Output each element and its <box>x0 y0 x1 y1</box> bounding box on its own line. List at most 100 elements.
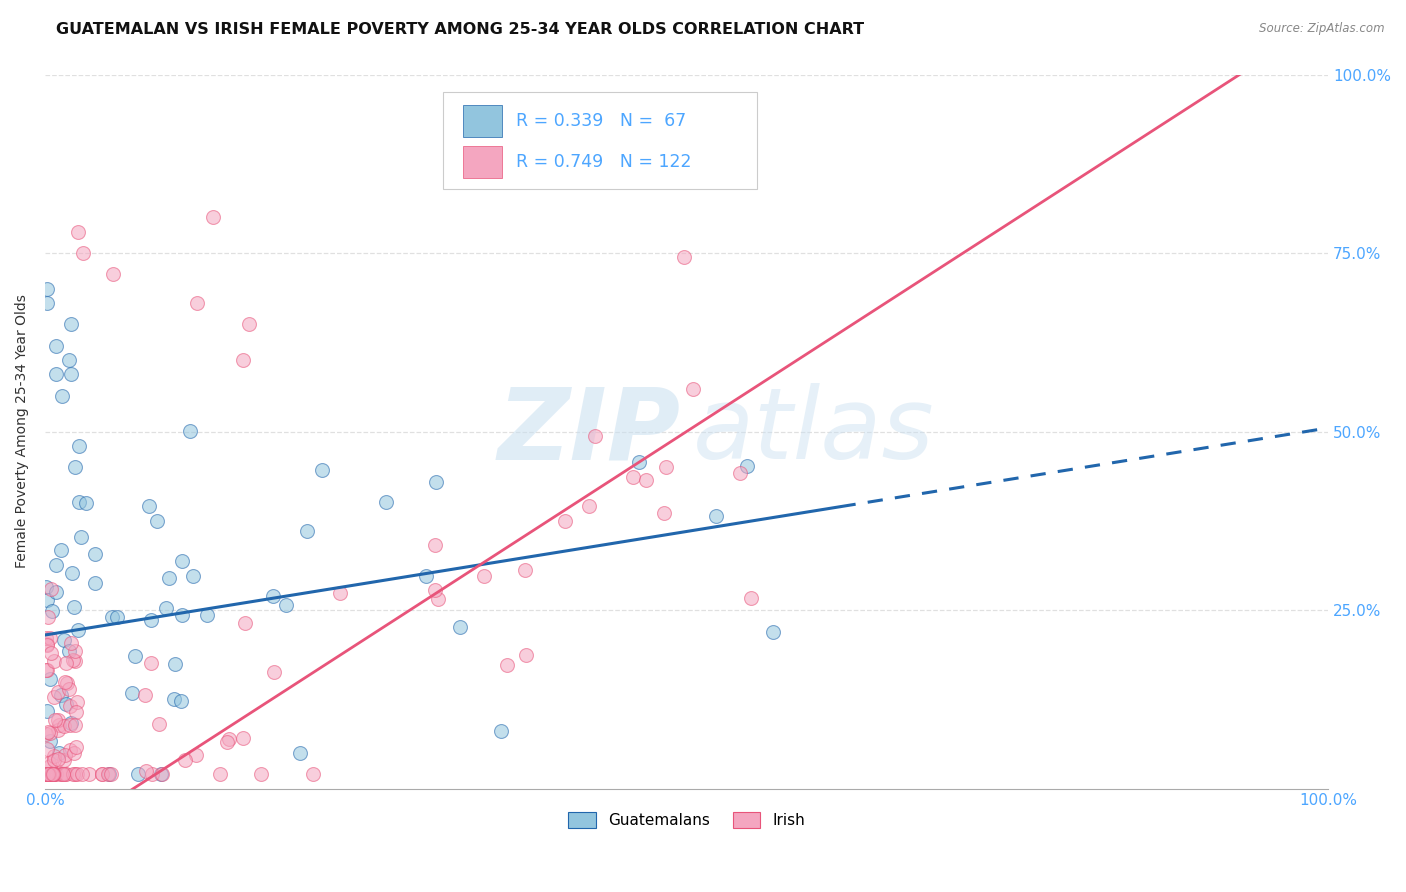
Point <box>179 425 201 439</box>
Point <box>53 747 76 762</box>
Point <box>63 747 86 761</box>
Point <box>704 509 727 524</box>
Point <box>59 318 82 332</box>
Point <box>37 767 59 781</box>
Point <box>100 767 122 781</box>
Point <box>155 600 177 615</box>
Point <box>124 649 146 664</box>
Legend: Guatemalans, Irish: Guatemalans, Irish <box>562 806 811 834</box>
Point <box>682 382 704 396</box>
Point <box>295 524 318 539</box>
Point <box>232 353 254 368</box>
Point <box>263 665 285 679</box>
Point <box>44 654 66 668</box>
Point <box>38 756 60 771</box>
Text: R = 0.749   N = 122: R = 0.749 N = 122 <box>516 153 692 171</box>
Point <box>63 599 86 614</box>
Point <box>41 767 63 781</box>
Point <box>472 569 495 583</box>
Point <box>60 716 83 731</box>
Point <box>63 654 86 668</box>
Point <box>41 767 63 781</box>
Point <box>48 717 70 731</box>
Point <box>48 746 70 760</box>
Point <box>35 767 58 781</box>
Point <box>62 767 84 781</box>
Point <box>79 767 101 781</box>
Point <box>51 389 73 403</box>
Point <box>35 632 58 646</box>
Text: GUATEMALAN VS IRISH FEMALE POVERTY AMONG 25-34 YEAR OLDS CORRELATION CHART: GUATEMALAN VS IRISH FEMALE POVERTY AMONG… <box>56 22 865 37</box>
Point <box>209 767 232 781</box>
Point <box>59 717 82 731</box>
Point <box>38 767 60 781</box>
Point <box>37 767 59 781</box>
Point <box>186 748 208 763</box>
Point <box>58 353 80 368</box>
Point <box>42 753 65 767</box>
Point <box>150 767 173 781</box>
Point <box>38 767 60 781</box>
Point <box>415 569 437 583</box>
Point <box>60 368 83 382</box>
Point <box>45 339 67 353</box>
Point <box>375 495 398 509</box>
Point <box>55 656 77 670</box>
Point <box>65 706 87 720</box>
Point <box>134 688 156 702</box>
Point <box>49 688 72 702</box>
Point <box>37 767 59 781</box>
Point <box>163 692 186 706</box>
Point <box>62 566 84 581</box>
Point <box>41 604 63 618</box>
Point <box>218 732 240 747</box>
Point <box>170 694 193 708</box>
Point <box>52 767 75 781</box>
Point <box>45 584 67 599</box>
Point <box>41 767 63 781</box>
Point <box>288 746 311 760</box>
Point <box>181 569 204 583</box>
Point <box>58 681 80 696</box>
Point <box>141 613 163 627</box>
Point <box>172 553 194 567</box>
Text: ZIP: ZIP <box>498 383 681 480</box>
Point <box>105 609 128 624</box>
Point <box>101 268 124 282</box>
Point <box>173 753 195 767</box>
Point <box>186 296 208 310</box>
Point <box>98 767 121 781</box>
Point <box>39 734 62 748</box>
Point <box>90 767 112 781</box>
Point <box>58 643 80 657</box>
Point <box>139 656 162 670</box>
Point <box>41 646 63 660</box>
Text: Source: ZipAtlas.com: Source: ZipAtlas.com <box>1260 22 1385 36</box>
Point <box>135 764 157 779</box>
Point <box>172 607 194 622</box>
Point <box>72 246 94 260</box>
Point <box>49 767 72 781</box>
Point <box>37 767 59 781</box>
Point <box>35 767 58 781</box>
Point <box>62 653 84 667</box>
Text: atlas: atlas <box>693 383 935 480</box>
Point <box>737 458 759 473</box>
Y-axis label: Female Poverty Among 25-34 Year Olds: Female Poverty Among 25-34 Year Olds <box>15 294 30 568</box>
Point <box>513 562 536 576</box>
Point <box>67 495 90 509</box>
Point <box>585 429 607 443</box>
Point <box>70 767 93 781</box>
Text: R = 0.339   N =  67: R = 0.339 N = 67 <box>516 112 686 130</box>
Point <box>39 631 62 645</box>
Point <box>627 455 650 469</box>
Point <box>53 753 76 767</box>
Point <box>449 620 471 634</box>
Point <box>427 592 450 607</box>
Point <box>35 767 58 781</box>
Point <box>63 717 86 731</box>
Point <box>489 724 512 739</box>
Point <box>35 663 58 677</box>
Point <box>101 610 124 624</box>
Point <box>46 713 69 727</box>
